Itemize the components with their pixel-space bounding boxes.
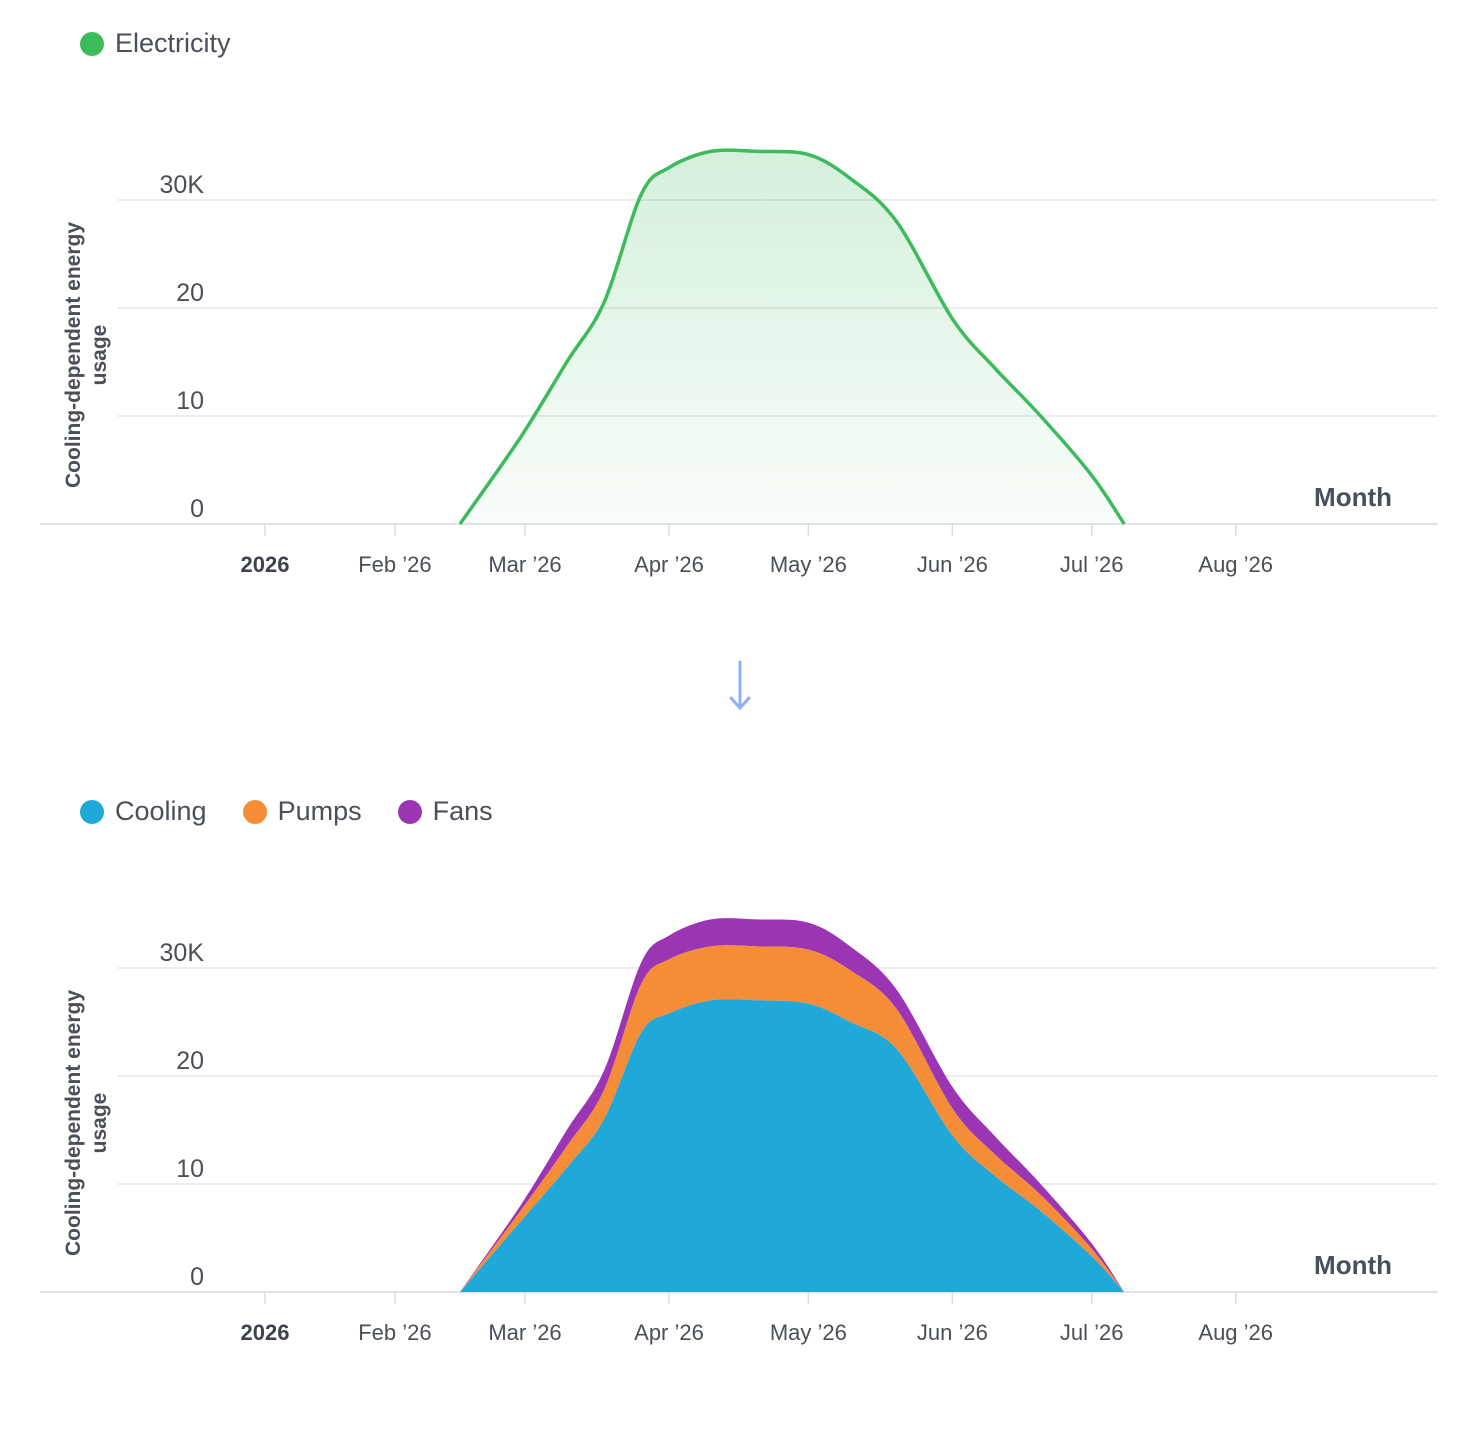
legend-label: Pumps — [277, 796, 362, 826]
x-tick-label: May ’26 — [770, 552, 847, 577]
x-tick-label: Aug ’26 — [1198, 552, 1273, 577]
y-tick-label: 10 — [176, 1155, 204, 1183]
legend-item-electricity[interactable]: Electricity — [80, 28, 231, 59]
x-tick-label: Aug ’26 — [1198, 1320, 1273, 1345]
x-tick-label: 2026 — [241, 1320, 290, 1345]
chart-legend: Cooling Pumps Fans — [80, 796, 493, 827]
x-tick-label: Jul ’26 — [1060, 1320, 1124, 1345]
x-tick-label: May ’26 — [770, 1320, 847, 1345]
x-tick-label: Apr ’26 — [634, 552, 704, 577]
series-line-electricity — [458, 148, 1126, 525]
x-axis-label: Month — [1314, 1250, 1392, 1280]
y-tick-label: 20 — [176, 1047, 204, 1075]
legend-label: Cooling — [115, 796, 207, 826]
x-tick-label: Mar ’26 — [488, 552, 561, 577]
legend-dot-fans — [397, 799, 422, 824]
x-tick-label: 2026 — [241, 552, 290, 577]
legend-label: Electricity — [115, 28, 231, 58]
y-axis-label-line: usage — [88, 325, 111, 386]
legend-dot-electricity — [80, 31, 104, 56]
x-tick-label: Jul ’26 — [1060, 552, 1124, 577]
legend-label: Fans — [432, 796, 493, 826]
y-tick-label: 0 — [190, 495, 204, 523]
legend-dot-cooling — [80, 799, 104, 824]
chart-legend: Electricity — [80, 28, 231, 59]
electricity-chart: Electricity 0 10 20 30K 2026 Feb ’26 Mar ’26 Ap… — [0, 0, 1480, 620]
y-axis-label: Cooling-dependent energy usage — [62, 222, 111, 488]
series-area-pumps — [460, 945, 1125, 1292]
x-tick-label: Feb ’26 — [358, 552, 431, 577]
chart-plot-area: 0 10 20 30K 2026 Feb ’26 Mar ’26 Apr ’26 May ’26… — [40, 918, 1438, 1345]
legend-item-cooling[interactable]: Cooling — [80, 796, 207, 827]
y-axis-label-line: Cooling-dependent energy — [62, 990, 85, 1256]
legend-dot-pumps — [242, 799, 267, 824]
y-tick-label: 30K — [160, 939, 205, 967]
arrow-down-icon — [729, 660, 751, 710]
y-axis-label: Cooling-dependent energy usage — [62, 990, 111, 1256]
y-tick-label: 30K — [160, 171, 205, 199]
chart-plot-area: 0 10 20 30K 2026 Feb ’26 Mar ’26 Apr ’26 May ’26… — [40, 148, 1438, 577]
y-tick-label: 10 — [176, 387, 204, 415]
x-tick-label: Feb ’26 — [358, 1320, 431, 1345]
x-tick-label: Apr ’26 — [634, 1320, 704, 1345]
x-tick-label: Jun ’26 — [917, 1320, 988, 1345]
legend-item-pumps[interactable]: Pumps — [242, 796, 362, 827]
breakdown-chart: Cooling Pumps Fans 0 10 20 30K 2026 Feb ’26 Ma… — [0, 768, 1480, 1388]
y-tick-label: 0 — [190, 1263, 204, 1291]
x-tick-label: Jun ’26 — [917, 552, 988, 577]
y-tick-label: 20 — [176, 279, 204, 307]
y-axis-label-line: Cooling-dependent energy — [62, 222, 85, 488]
series-area-fans — [460, 918, 1125, 1292]
legend-item-fans[interactable]: Fans — [397, 796, 493, 827]
series-area-cooling — [460, 999, 1125, 1292]
y-axis-label-line: usage — [88, 1093, 111, 1154]
x-tick-label: Mar ’26 — [488, 1320, 561, 1345]
series-area-electricity — [459, 150, 1125, 524]
x-axis-label: Month — [1314, 482, 1392, 512]
